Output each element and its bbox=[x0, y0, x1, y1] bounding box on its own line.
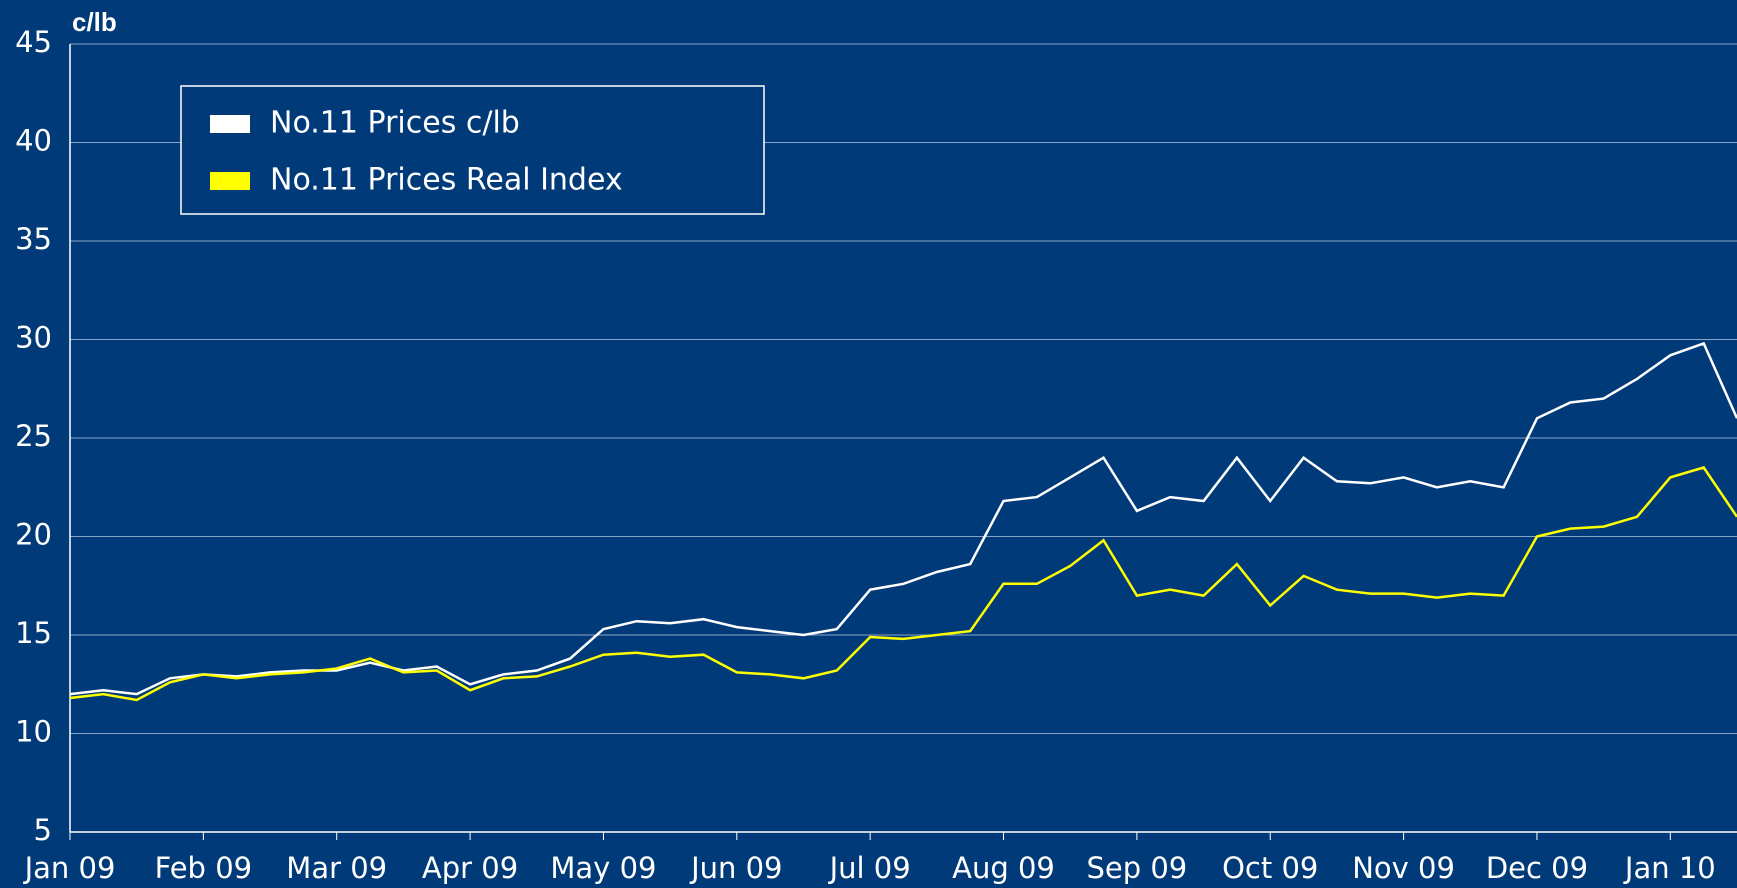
x-tick-label: Jun 09 bbox=[689, 851, 782, 885]
legend-box bbox=[180, 85, 765, 215]
x-tick-label: Jan 10 bbox=[1623, 851, 1716, 885]
y-tick-label: 45 bbox=[15, 25, 52, 59]
y-tick-label: 30 bbox=[15, 321, 52, 355]
legend-swatch bbox=[210, 172, 250, 190]
x-tick-label: Dec 09 bbox=[1486, 851, 1588, 885]
y-tick-label: 20 bbox=[15, 518, 52, 552]
x-tick-label: Sep 09 bbox=[1086, 851, 1187, 885]
x-tick-label: Jul 09 bbox=[828, 851, 911, 885]
x-tick-label: Jan 09 bbox=[23, 851, 116, 885]
y-tick-label: 10 bbox=[15, 715, 52, 749]
y-axis-label: c/lb bbox=[72, 7, 117, 37]
y-tick-label: 35 bbox=[15, 222, 52, 256]
legend-label: No.11 Prices c/lb bbox=[270, 106, 520, 141]
x-tick-label: Feb 09 bbox=[155, 851, 252, 885]
y-tick-label: 15 bbox=[15, 616, 52, 650]
y-tick-label: 25 bbox=[15, 419, 52, 453]
x-tick-label: Nov 09 bbox=[1352, 851, 1455, 885]
x-tick-label: Apr 09 bbox=[422, 851, 518, 885]
x-tick-label: Oct 09 bbox=[1222, 851, 1318, 885]
x-tick-label: Mar 09 bbox=[286, 851, 387, 885]
legend-label: No.11 Prices Real Index bbox=[270, 163, 623, 198]
legend-swatch bbox=[210, 115, 250, 133]
x-tick-label: May 09 bbox=[550, 851, 656, 885]
series-line bbox=[69, 341, 1737, 696]
y-tick-label: 5 bbox=[34, 813, 52, 847]
x-tick-label: Aug 09 bbox=[952, 851, 1055, 885]
y-tick-label: 40 bbox=[15, 124, 52, 158]
series-line bbox=[69, 466, 1737, 702]
